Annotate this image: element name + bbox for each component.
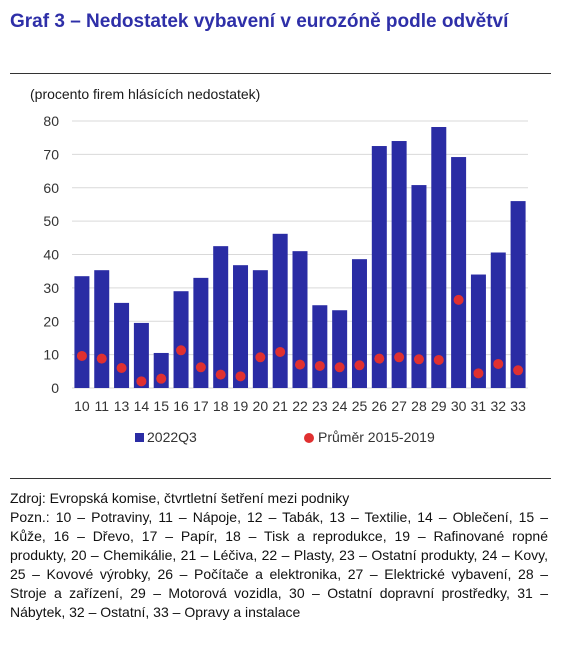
- average-point: [215, 369, 226, 380]
- notes-divider: [10, 478, 551, 479]
- x-tick-label: 25: [352, 398, 368, 414]
- bar: [391, 141, 407, 388]
- bar: [490, 252, 506, 388]
- average-point: [374, 353, 385, 364]
- bar: [510, 201, 526, 388]
- average-point: [453, 294, 464, 305]
- x-tick-label: 17: [193, 398, 209, 414]
- average-point: [195, 362, 206, 373]
- x-tick-label: 15: [153, 398, 169, 414]
- y-tick-label: 70: [43, 146, 59, 162]
- average-point: [433, 354, 444, 365]
- x-tick-label: 16: [173, 398, 189, 414]
- x-tick-label: 29: [431, 398, 447, 414]
- bar: [292, 251, 308, 388]
- average-point: [334, 362, 345, 373]
- bar: [371, 146, 387, 388]
- bar: [94, 270, 110, 388]
- bar: [114, 302, 130, 388]
- notes-block: Zdroj: Evropská komise, čtvrtletní šetře…: [10, 489, 548, 622]
- bar: [74, 276, 90, 388]
- x-tick-label: 26: [372, 398, 388, 414]
- source-note: Zdroj: Evropská komise, čtvrtletní šetře…: [10, 490, 350, 506]
- legend-bar-swatch: [135, 433, 144, 442]
- bar: [252, 270, 268, 388]
- legend-label-average: Průměr 2015-2019: [318, 429, 435, 445]
- legend-point-swatch: [304, 433, 314, 443]
- y-tick-label: 80: [43, 113, 59, 129]
- average-point: [473, 368, 484, 379]
- bar: [173, 291, 189, 388]
- x-tick-label: 30: [451, 398, 467, 414]
- average-point: [235, 371, 246, 382]
- bar: [470, 274, 486, 388]
- y-tick-label: 40: [43, 247, 59, 263]
- average-point: [513, 365, 524, 376]
- average-point: [76, 350, 87, 361]
- x-tick-label: 32: [490, 398, 506, 414]
- average-point: [354, 360, 365, 371]
- y-tick-label: 60: [43, 180, 59, 196]
- x-tick-label: 23: [312, 398, 328, 414]
- x-tick-label: 18: [213, 398, 229, 414]
- x-tick-label: 28: [411, 398, 427, 414]
- x-tick-label: 14: [134, 398, 150, 414]
- title-divider: [10, 73, 551, 74]
- y-tick-label: 30: [43, 280, 59, 296]
- x-tick-label: 24: [332, 398, 348, 414]
- bar: [451, 157, 467, 388]
- y-tick-label: 20: [43, 313, 59, 329]
- x-tick-label: 13: [114, 398, 130, 414]
- y-tick-label: 50: [43, 213, 59, 229]
- legend-label-2022q3: 2022Q3: [147, 429, 197, 445]
- average-point: [314, 360, 325, 371]
- bar: [213, 246, 229, 388]
- x-tick-label: 10: [74, 398, 90, 414]
- x-tick-label: 33: [510, 398, 526, 414]
- bar: [411, 185, 427, 388]
- x-tick-label: 19: [233, 398, 249, 414]
- bar: [233, 265, 249, 388]
- x-tick-label: 31: [471, 398, 487, 414]
- average-point: [176, 345, 187, 356]
- bar: [193, 277, 209, 388]
- chart-title: Graf 3 – Nedostatek vybavení v eurozóně …: [10, 11, 509, 32]
- average-point: [96, 353, 107, 364]
- x-tick-label: 20: [253, 398, 269, 414]
- bar: [272, 233, 288, 388]
- bar: [431, 127, 447, 388]
- y-tick-label: 0: [51, 380, 59, 396]
- average-point: [156, 373, 167, 384]
- average-point: [136, 376, 147, 387]
- bar: [133, 322, 149, 388]
- x-tick-label: 27: [391, 398, 407, 414]
- average-point: [394, 352, 405, 363]
- x-tick-label: 21: [272, 398, 288, 414]
- average-point: [493, 358, 504, 369]
- average-point: [116, 362, 127, 373]
- x-tick-label: 22: [292, 398, 308, 414]
- x-tick-label: 11: [94, 398, 109, 414]
- explanation-note: Pozn.: 10 – Potraviny, 11 – Nápoje, 12 –…: [10, 509, 548, 620]
- bar: [332, 310, 348, 388]
- y-tick-label: 10: [43, 347, 59, 363]
- average-point: [413, 354, 424, 365]
- average-point: [275, 346, 286, 357]
- bar: [351, 259, 367, 388]
- chart-subtitle: (procento firem hlásících nedostatek): [30, 86, 261, 102]
- bar: [312, 305, 328, 388]
- average-point: [255, 352, 266, 363]
- average-point: [295, 359, 305, 370]
